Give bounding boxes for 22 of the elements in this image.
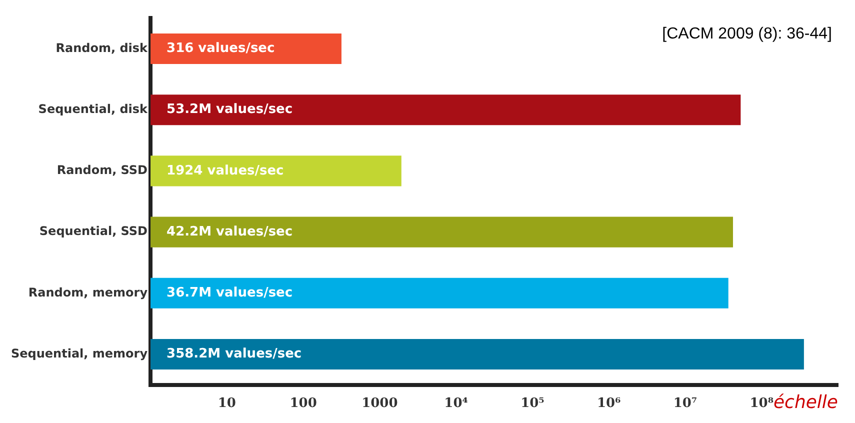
data-label: 1924 values/sec [166,163,284,178]
x-tick-label: 10⁶ [596,396,622,411]
x-tick-label: 10⁵ [520,396,545,411]
y-tick-label: Sequential, disk [38,102,149,116]
x-tick-label: 10⁴ [444,396,468,411]
x-tick-label: 100 [290,396,317,411]
x-tick-label: 1000 [362,396,398,411]
y-tick-label: Random, memory [28,285,148,300]
y-tick-label: Sequential, memory [10,346,148,360]
y-tick-label: Random, SSD [56,163,148,178]
data-label: 358.2M values/sec [166,346,302,362]
data-label: 53.2M values/sec [166,102,293,118]
x-tick-label: 10⁷ [673,396,698,411]
data-label: 316 values/sec [166,41,275,56]
y-tick-label: Sequential, SSD [39,224,148,238]
x-tick-label: 10⁸ [750,396,774,411]
data-label: 42.2M values/sec [166,224,293,240]
x-tick-label: 10 [218,396,236,411]
y-tick-label: Random, disk [56,40,149,55]
data-label: 36.7M values/sec [166,286,293,301]
x-axis-title: échelle [773,392,838,413]
annotation: [CACM 2009 (8): 36-44] [662,26,832,43]
